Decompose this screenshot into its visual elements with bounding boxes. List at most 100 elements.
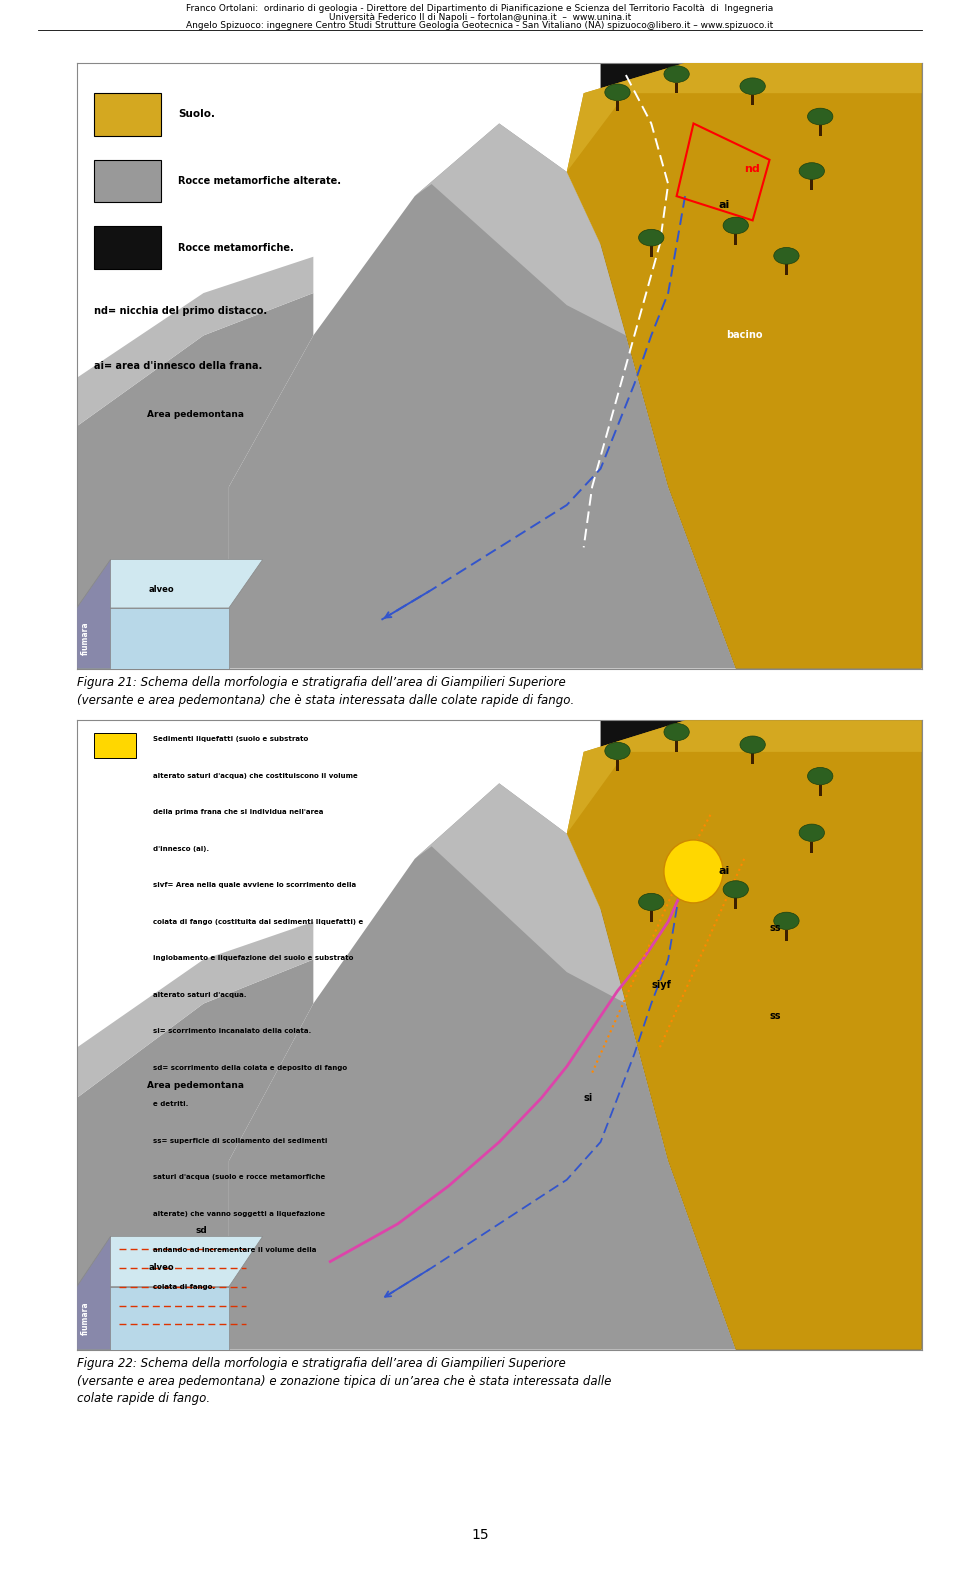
Polygon shape [566, 720, 922, 1350]
Text: colata di fango (costituita dai sedimenti liquefatti) e: colata di fango (costituita dai sediment… [153, 919, 363, 925]
Text: d'innesco (ai).: d'innesco (ai). [153, 846, 209, 851]
Polygon shape [77, 1287, 228, 1350]
Text: Sedimenti liquefatti (suolo e substrato: Sedimenti liquefatti (suolo e substrato [153, 736, 308, 742]
Text: 15: 15 [471, 1527, 489, 1542]
Text: e detriti.: e detriti. [153, 1101, 188, 1107]
Polygon shape [566, 63, 922, 669]
Text: (versante e area pedemontana) che è stata interessata dalle colate rapide di fan: (versante e area pedemontana) che è stat… [77, 694, 574, 706]
Ellipse shape [664, 724, 689, 741]
Polygon shape [77, 560, 110, 669]
Bar [819, 785, 822, 796]
Bar [734, 234, 737, 245]
Ellipse shape [774, 912, 799, 930]
Bar [94, 227, 161, 269]
Ellipse shape [740, 79, 765, 94]
Text: ss: ss [770, 1011, 781, 1021]
Text: Area pedemontana: Area pedemontana [147, 409, 244, 418]
Ellipse shape [799, 824, 825, 842]
Bar [675, 83, 679, 93]
Ellipse shape [740, 736, 765, 753]
Polygon shape [415, 124, 626, 335]
Polygon shape [228, 783, 735, 1350]
Text: alterato saturi d'acqua) che costituiscono il volume: alterato saturi d'acqua) che costituisco… [153, 772, 357, 779]
Bar [751, 753, 755, 764]
Ellipse shape [807, 768, 833, 785]
Bar [650, 245, 653, 256]
Ellipse shape [605, 742, 630, 760]
Polygon shape [566, 720, 922, 834]
Polygon shape [77, 922, 313, 1098]
Ellipse shape [723, 881, 749, 898]
Bar [94, 733, 136, 758]
Polygon shape [601, 63, 922, 669]
Text: sd: sd [195, 1225, 206, 1235]
Text: Figura 22: Schema della morfologia e stratigrafia dell’area di Giampilieri Super: Figura 22: Schema della morfologia e str… [77, 1357, 565, 1370]
Ellipse shape [774, 247, 799, 264]
Text: siyf: siyf [651, 980, 671, 989]
Ellipse shape [638, 230, 664, 245]
Bar [751, 94, 755, 105]
Text: nd= nicchia del primo distacco.: nd= nicchia del primo distacco. [94, 307, 267, 316]
Polygon shape [77, 1236, 263, 1287]
Polygon shape [228, 124, 735, 669]
Text: Suolo.: Suolo. [179, 110, 215, 120]
Bar [734, 898, 737, 909]
Polygon shape [415, 783, 626, 1004]
Text: si= scorrimento incanalato della colata.: si= scorrimento incanalato della colata. [153, 1029, 311, 1033]
Text: alveo: alveo [149, 585, 174, 595]
Bar [615, 101, 619, 112]
Ellipse shape [799, 162, 825, 179]
Text: ai: ai [719, 867, 731, 876]
Polygon shape [77, 256, 313, 426]
Text: Rocce metamorfiche.: Rocce metamorfiche. [179, 242, 294, 253]
Ellipse shape [605, 83, 630, 101]
Text: inglobamento e liquefazione del suolo e substrato: inglobamento e liquefazione del suolo e … [153, 955, 353, 961]
Text: ai: ai [719, 200, 731, 211]
Text: fiumara: fiumara [81, 1301, 89, 1335]
Polygon shape [566, 63, 922, 171]
Polygon shape [77, 560, 263, 609]
Text: bacino: bacino [726, 330, 762, 340]
Polygon shape [77, 1236, 110, 1350]
Ellipse shape [664, 840, 723, 903]
Text: alveo: alveo [149, 1263, 174, 1273]
Text: alterate) che vanno soggetti a liquefazione: alterate) che vanno soggetti a liquefazi… [153, 1211, 324, 1216]
Text: della prima frana che si individua nell'area: della prima frana che si individua nell'… [153, 809, 324, 815]
Text: Università Federico II di Napoli – fortolan@unina.it  –  www.unina.it: Università Federico II di Napoli – forto… [329, 13, 631, 22]
Bar [650, 911, 653, 922]
Bar [675, 741, 679, 752]
Text: Rocce metamorfiche alterate.: Rocce metamorfiche alterate. [179, 176, 341, 186]
Ellipse shape [723, 217, 749, 234]
Ellipse shape [807, 109, 833, 124]
Ellipse shape [638, 893, 664, 911]
Text: andando ad incrementare il volume della: andando ad incrementare il volume della [153, 1247, 316, 1254]
Text: Figura 21: Schema della morfologia e stratigrafia dell’area di Giampilieri Super: Figura 21: Schema della morfologia e str… [77, 676, 565, 689]
Polygon shape [77, 293, 313, 669]
Bar [810, 842, 813, 853]
Bar [810, 179, 813, 190]
Text: alterato saturi d'acqua.: alterato saturi d'acqua. [153, 991, 247, 997]
Polygon shape [601, 720, 922, 1350]
Text: Angelo Spizuoco: ingegnere Centro Studi Strutture Geologia Geotecnica - San Vita: Angelo Spizuoco: ingegnere Centro Studi … [186, 20, 774, 30]
Text: Area pedemontana: Area pedemontana [147, 1081, 244, 1090]
Text: sivf= Area nella quale avviene lo scorrimento della: sivf= Area nella quale avviene lo scorri… [153, 882, 356, 889]
Text: saturi d'acqua (suolo e rocce metamorfiche: saturi d'acqua (suolo e rocce metamorfic… [153, 1173, 325, 1180]
Text: si: si [584, 1093, 593, 1103]
Text: colate rapide di fango.: colate rapide di fango. [77, 1392, 210, 1405]
Polygon shape [77, 609, 228, 669]
Text: Franco Ortolani:  ordinario di geologia - Direttore del Dipartimento di Pianific: Franco Ortolani: ordinario di geologia -… [186, 3, 774, 13]
Text: ss: ss [770, 923, 781, 933]
Ellipse shape [664, 66, 689, 82]
Text: (versante e area pedemontana) e zonazione tipica di un’area che è stata interess: (versante e area pedemontana) e zonazion… [77, 1375, 612, 1387]
Bar [784, 930, 788, 941]
Bar [819, 124, 822, 135]
Text: nd: nd [744, 164, 760, 175]
Bar [94, 160, 161, 203]
Text: colata di fango.: colata di fango. [153, 1284, 215, 1290]
Bar [94, 93, 161, 135]
Text: ai= area d'innesco della frana.: ai= area d'innesco della frana. [94, 360, 262, 371]
Bar [615, 760, 619, 771]
Bar [784, 264, 788, 275]
Text: fiumara: fiumara [81, 621, 89, 654]
Polygon shape [77, 960, 313, 1350]
